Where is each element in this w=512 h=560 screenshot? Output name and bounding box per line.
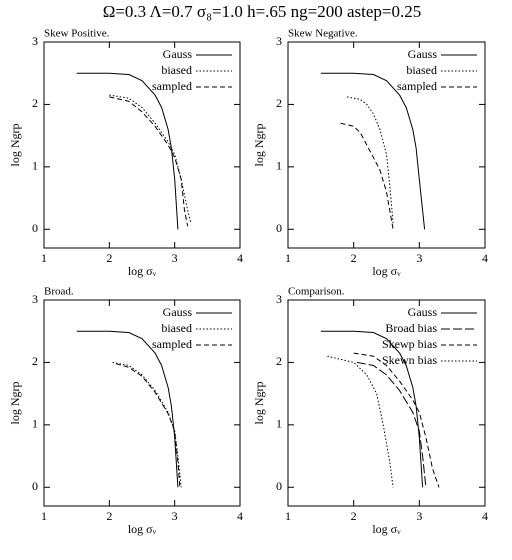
y-tick-label: 2 xyxy=(32,96,38,110)
x-tick-label: 3 xyxy=(416,509,422,523)
y-tick-label: 0 xyxy=(32,479,38,493)
legend-label: Gauss xyxy=(408,47,438,61)
x-tick-label: 3 xyxy=(172,251,178,265)
y-tick-label: 3 xyxy=(276,292,282,306)
data-line xyxy=(320,72,426,230)
x-axis-label: log σᵥ xyxy=(372,264,401,278)
y-tick-label: 3 xyxy=(32,292,38,306)
y-tick-label: 3 xyxy=(276,34,282,48)
data-line xyxy=(327,355,394,488)
x-tick-label: 2 xyxy=(351,251,357,265)
x-axis-label: log σᵥ xyxy=(128,522,157,536)
data-line xyxy=(76,72,179,230)
x-tick-label: 3 xyxy=(172,509,178,523)
y-tick-label: 1 xyxy=(276,417,282,431)
x-tick-label: 1 xyxy=(285,251,291,265)
legend-label: Gauss xyxy=(408,305,438,319)
data-line xyxy=(353,352,440,488)
plot-frame xyxy=(287,299,486,507)
data-line xyxy=(76,330,179,488)
y-tick-label: 2 xyxy=(276,96,282,110)
data-line xyxy=(109,94,192,224)
y-axis-label: log Ngrp xyxy=(8,124,22,167)
plot-frame xyxy=(287,41,486,249)
x-tick-label: 2 xyxy=(106,509,112,523)
y-axis-label: log Ngrp xyxy=(8,382,22,425)
y-tick-label: 3 xyxy=(32,34,38,48)
y-tick-label: 2 xyxy=(276,354,282,368)
x-axis-label: log σᵥ xyxy=(372,522,401,536)
data-line xyxy=(320,330,424,488)
y-tick-label: 1 xyxy=(276,159,282,173)
y-tick-label: 1 xyxy=(32,159,38,173)
legend-label: sampled xyxy=(152,337,192,351)
legend-label: biased xyxy=(161,321,192,335)
data-line xyxy=(112,361,182,488)
legend-label: Gauss xyxy=(163,47,193,61)
legend-label: Broad bias xyxy=(385,321,437,335)
legend-label: Gauss xyxy=(163,305,193,319)
x-tick-label: 2 xyxy=(351,509,357,523)
panel-title: Skew Positive. xyxy=(44,28,110,40)
y-tick-label: 0 xyxy=(276,221,282,235)
panel-title: Skew Negative. xyxy=(288,28,358,40)
data-line xyxy=(109,96,189,227)
x-axis-label: log σᵥ xyxy=(128,264,157,278)
panel-title: Comparison. xyxy=(288,286,345,298)
x-tick-label: 4 xyxy=(482,509,488,523)
y-tick-label: 0 xyxy=(32,221,38,235)
y-tick-label: 0 xyxy=(276,479,282,493)
plot-frame xyxy=(43,41,241,249)
x-tick-label: 4 xyxy=(237,509,243,523)
figure-title: Ω=0.3 Λ=0.7 σ₈=1.0 h=.65 ng=200 astep=0.… xyxy=(103,2,422,21)
y-axis-label: log Ngrp xyxy=(252,382,266,425)
x-tick-label: 2 xyxy=(106,251,112,265)
x-tick-label: 1 xyxy=(285,509,291,523)
y-tick-label: 1 xyxy=(32,417,38,431)
legend-label: biased xyxy=(406,63,437,77)
data-line xyxy=(115,363,181,488)
legend-label: sampled xyxy=(152,79,192,93)
data-line xyxy=(340,122,394,230)
legend-label: sampled xyxy=(397,79,437,93)
x-tick-label: 4 xyxy=(482,251,488,265)
x-tick-label: 1 xyxy=(41,509,47,523)
x-tick-label: 4 xyxy=(237,251,243,265)
legend-label: Skewn bias xyxy=(382,353,437,367)
y-axis-label: log Ngrp xyxy=(252,124,266,167)
panel-title: Broad. xyxy=(44,286,74,298)
y-tick-label: 2 xyxy=(32,354,38,368)
legend-label: Skewp bias xyxy=(382,337,437,351)
data-line xyxy=(347,96,394,224)
data-line xyxy=(356,361,427,488)
x-tick-label: 1 xyxy=(41,251,47,265)
legend-label: biased xyxy=(161,63,192,77)
plot-frame xyxy=(43,299,241,507)
x-tick-label: 3 xyxy=(416,251,422,265)
